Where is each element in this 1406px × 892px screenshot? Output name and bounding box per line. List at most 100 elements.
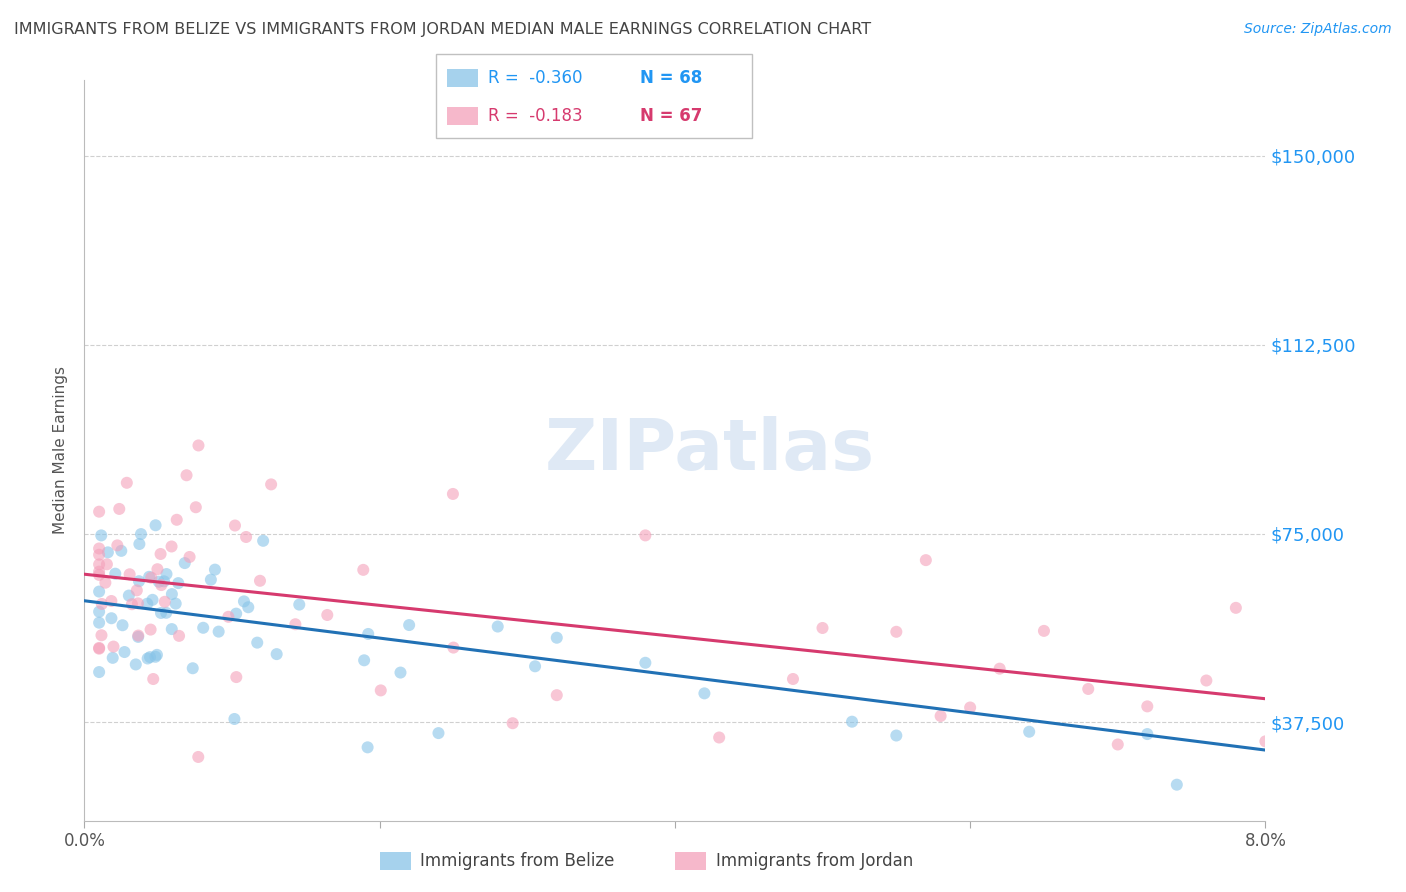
Point: [1107, 738, 1129, 752]
Point: [100, 594, 122, 608]
Y-axis label: Median Male Earnings: Median Male Earnings: [53, 367, 69, 534]
Point: [398, 618, 420, 632]
Point: [141, 592, 163, 607]
Point: [87, 665, 111, 679]
Point: [176, 468, 198, 483]
Point: [121, 597, 143, 611]
Point: [193, 621, 215, 635]
Point: [114, 645, 136, 659]
Point: [441, 487, 464, 501]
Point: [96, 558, 118, 572]
Point: [427, 726, 450, 740]
Point: [105, 538, 128, 552]
Point: [233, 594, 256, 608]
Point: [486, 619, 509, 633]
Point: [1136, 699, 1159, 714]
Point: [139, 650, 162, 665]
Point: [235, 530, 257, 544]
Point: [1284, 700, 1306, 714]
Point: [357, 627, 380, 641]
Point: [90, 628, 112, 642]
Point: [94, 575, 117, 590]
Point: [208, 624, 231, 639]
Point: [110, 544, 132, 558]
Point: [87, 605, 111, 619]
Point: [184, 500, 207, 515]
Point: [90, 597, 112, 611]
Text: Source: ZipAtlas.com: Source: ZipAtlas.com: [1244, 22, 1392, 37]
Point: [1033, 624, 1056, 638]
Point: [136, 597, 159, 611]
Point: [150, 606, 173, 620]
Point: [115, 475, 138, 490]
Point: [811, 621, 834, 635]
Point: [288, 598, 311, 612]
Point: [167, 629, 190, 643]
Point: [841, 714, 863, 729]
Point: [160, 622, 183, 636]
Point: [87, 640, 111, 655]
Text: Immigrants from Belize: Immigrants from Belize: [420, 852, 614, 870]
Point: [443, 640, 465, 655]
Point: [1225, 600, 1247, 615]
Point: [709, 731, 731, 745]
Point: [225, 670, 247, 684]
Point: [181, 661, 204, 675]
Point: [886, 729, 908, 743]
Point: [370, 683, 392, 698]
Point: [145, 649, 167, 664]
Point: [87, 548, 111, 562]
Point: [127, 629, 149, 643]
Point: [142, 672, 165, 686]
Point: [146, 648, 169, 662]
Point: [87, 584, 111, 599]
Text: Immigrants from Jordan: Immigrants from Jordan: [716, 852, 912, 870]
Point: [146, 562, 169, 576]
Point: [108, 502, 131, 516]
Point: [87, 541, 111, 556]
Point: [225, 607, 247, 621]
Point: [101, 651, 124, 665]
Point: [352, 563, 374, 577]
Point: [929, 709, 952, 723]
Point: [118, 589, 141, 603]
Point: [141, 571, 163, 585]
Point: [127, 630, 149, 644]
Point: [128, 574, 150, 589]
Point: [118, 567, 141, 582]
Text: ZIPatlas: ZIPatlas: [546, 416, 876, 485]
Point: [524, 659, 547, 673]
Point: [160, 587, 183, 601]
Text: N = 68: N = 68: [640, 69, 702, 87]
Text: R =  -0.183: R = -0.183: [488, 107, 582, 125]
Point: [139, 623, 162, 637]
Point: [179, 549, 201, 564]
Point: [249, 574, 271, 588]
Point: [149, 547, 172, 561]
Point: [217, 609, 239, 624]
Text: IMMIGRANTS FROM BELIZE VS IMMIGRANTS FROM JORDAN MEDIAN MALE EARNINGS CORRELATIO: IMMIGRANTS FROM BELIZE VS IMMIGRANTS FRO…: [14, 22, 872, 37]
Point: [252, 533, 274, 548]
Point: [103, 640, 125, 654]
Point: [155, 606, 177, 620]
Point: [1077, 681, 1099, 696]
Point: [1136, 727, 1159, 741]
Point: [160, 540, 183, 554]
Point: [782, 672, 804, 686]
Point: [138, 570, 160, 584]
Point: [959, 700, 981, 714]
Point: [90, 528, 112, 542]
Point: [148, 574, 170, 589]
Point: [353, 653, 375, 667]
Point: [988, 662, 1011, 676]
Point: [104, 566, 127, 581]
Point: [129, 527, 152, 541]
Point: [87, 615, 111, 630]
Point: [87, 558, 111, 572]
Point: [87, 505, 111, 519]
Point: [1166, 778, 1188, 792]
Point: [886, 624, 908, 639]
Point: [284, 617, 307, 632]
Text: N = 67: N = 67: [640, 107, 702, 125]
Point: [238, 600, 260, 615]
